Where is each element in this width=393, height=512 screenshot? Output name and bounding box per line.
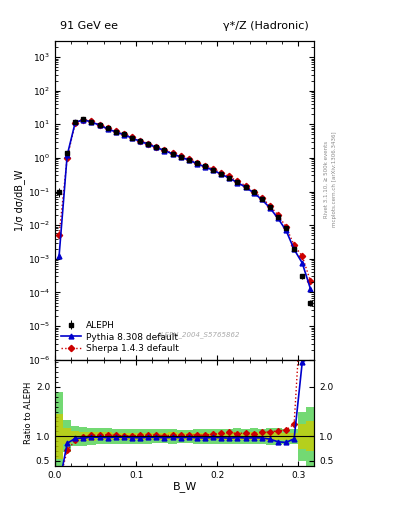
Pythia 8.308 default [284, 227, 288, 233]
Pythia 8.308 default [227, 175, 231, 181]
Sherpa 1.4.3 default [170, 150, 175, 156]
Sherpa 1.4.3 default [138, 138, 143, 144]
Legend: ALEPH, Pythia 8.308 default, Sherpa 1.4.3 default: ALEPH, Pythia 8.308 default, Sherpa 1.4.… [59, 319, 180, 355]
Pythia 8.308 default [130, 135, 134, 141]
Sherpa 1.4.3 default [219, 170, 224, 176]
Pythia 8.308 default [154, 144, 159, 151]
Sherpa 1.4.3 default [251, 188, 256, 195]
Text: ALEPH_2004_S5765862: ALEPH_2004_S5765862 [156, 331, 239, 337]
Sherpa 1.4.3 default [203, 163, 208, 169]
Sherpa 1.4.3 default [268, 203, 272, 209]
Pythia 8.308 default [243, 184, 248, 190]
Pythia 8.308 default [81, 117, 86, 123]
Sherpa 1.4.3 default [235, 178, 240, 184]
Sherpa 1.4.3 default [73, 120, 78, 126]
Y-axis label: 1/σ dσ/dB_W: 1/σ dσ/dB_W [14, 169, 25, 231]
Sherpa 1.4.3 default [308, 278, 313, 284]
Pythia 8.308 default [259, 197, 264, 203]
Pythia 8.308 default [211, 167, 215, 173]
Pythia 8.308 default [251, 189, 256, 196]
Sherpa 1.4.3 default [186, 156, 191, 162]
Text: Rivet 3.1.10, ≥ 500k events: Rivet 3.1.10, ≥ 500k events [324, 141, 329, 218]
Pythia 8.308 default [114, 129, 118, 135]
Pythia 8.308 default [146, 141, 151, 147]
Sherpa 1.4.3 default [275, 212, 280, 218]
Pythia 8.308 default [73, 119, 78, 125]
Pythia 8.308 default [219, 171, 224, 177]
Pythia 8.308 default [65, 152, 70, 158]
Sherpa 1.4.3 default [162, 147, 167, 153]
Sherpa 1.4.3 default [292, 242, 296, 248]
Pythia 8.308 default [97, 122, 102, 129]
Pythia 8.308 default [203, 164, 208, 170]
Sherpa 1.4.3 default [130, 134, 134, 140]
Pythia 8.308 default [186, 157, 191, 163]
Pythia 8.308 default [105, 126, 110, 132]
Sherpa 1.4.3 default [195, 160, 199, 166]
Y-axis label: Ratio to ALEPH: Ratio to ALEPH [24, 381, 33, 444]
Sherpa 1.4.3 default [105, 125, 110, 131]
Pythia 8.308 default [292, 246, 296, 252]
Pythia 8.308 default [89, 119, 94, 125]
Sherpa 1.4.3 default [89, 118, 94, 124]
Sherpa 1.4.3 default [146, 141, 151, 147]
Sherpa 1.4.3 default [57, 232, 61, 239]
Sherpa 1.4.3 default [211, 166, 215, 173]
Sherpa 1.4.3 default [65, 155, 70, 161]
X-axis label: B_W: B_W [173, 481, 197, 492]
Sherpa 1.4.3 default [114, 129, 118, 135]
Pythia 8.308 default [268, 205, 272, 211]
Pythia 8.308 default [195, 160, 199, 166]
Pythia 8.308 default [308, 286, 313, 292]
Sherpa 1.4.3 default [300, 253, 305, 259]
Pythia 8.308 default [178, 154, 183, 160]
Text: 91 GeV ee: 91 GeV ee [60, 22, 118, 31]
Sherpa 1.4.3 default [97, 122, 102, 128]
Sherpa 1.4.3 default [243, 183, 248, 189]
Pythia 8.308 default [300, 260, 305, 266]
Sherpa 1.4.3 default [227, 174, 231, 180]
Pythia 8.308 default [275, 215, 280, 221]
Sherpa 1.4.3 default [121, 131, 126, 137]
Line: Pythia 8.308 default: Pythia 8.308 default [57, 117, 313, 291]
Pythia 8.308 default [162, 147, 167, 154]
Pythia 8.308 default [121, 132, 126, 138]
Text: γ*/Z (Hadronic): γ*/Z (Hadronic) [224, 22, 309, 31]
Sherpa 1.4.3 default [259, 195, 264, 201]
Sherpa 1.4.3 default [178, 153, 183, 159]
Pythia 8.308 default [235, 180, 240, 186]
Pythia 8.308 default [57, 253, 61, 259]
Sherpa 1.4.3 default [154, 144, 159, 150]
Text: mcplots.cern.ch [arXiv:1306.3436]: mcplots.cern.ch [arXiv:1306.3436] [332, 132, 337, 227]
Sherpa 1.4.3 default [284, 224, 288, 230]
Line: Sherpa 1.4.3 default: Sherpa 1.4.3 default [57, 117, 312, 283]
Sherpa 1.4.3 default [81, 117, 86, 123]
Pythia 8.308 default [170, 151, 175, 157]
Pythia 8.308 default [138, 138, 143, 144]
